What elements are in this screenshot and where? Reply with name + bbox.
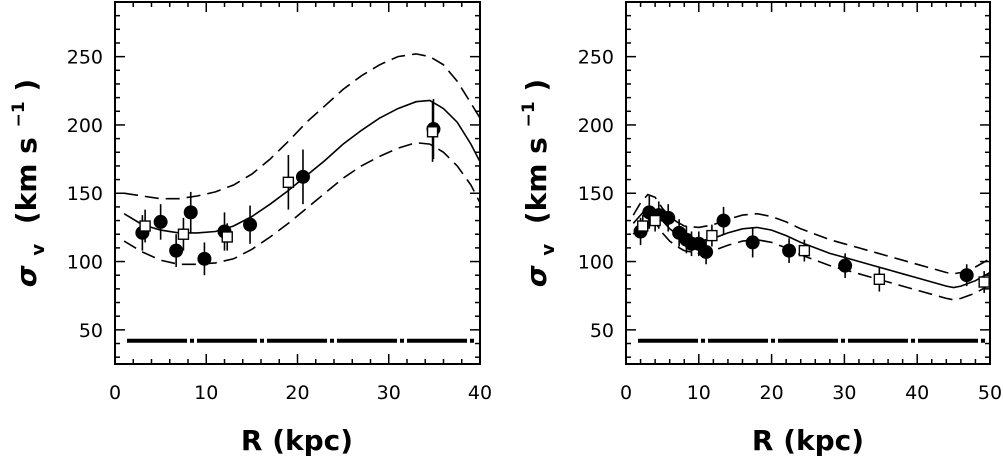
- left-open-square-point: [426, 126, 439, 138]
- right-tick-labels: 0 10 20 30 40 50 50 100 150 200 250: [578, 47, 1002, 404]
- left-y-axis-close: ): [10, 79, 43, 92]
- left-open-square-point: [139, 220, 151, 232]
- left-panel: 0 10 20 30 40 50 100 150 200 250 R (kpc) σ v (km …: [0, 1, 492, 457]
- left-filled-circle-point: [169, 243, 184, 258]
- right-y-tick-label: 50: [590, 320, 614, 342]
- left-y-tick-label: 50: [79, 320, 103, 342]
- left-data-points: [135, 98, 441, 276]
- right-x-tick-label: 30: [832, 382, 856, 404]
- left-x-tick-label: 40: [468, 382, 492, 404]
- right-y-axis-units: (km s: [520, 137, 553, 224]
- left-x-tick-label: 30: [377, 382, 401, 404]
- left-y-axis-sub: v: [28, 244, 49, 256]
- right-x-axis-title: R (kpc): [752, 424, 864, 457]
- right-y-tick-label: 200: [578, 115, 614, 137]
- left-model-curves: [123, 53, 481, 266]
- left-open-square-point: [177, 228, 190, 240]
- left-y-axis-sigma: σ: [10, 265, 43, 287]
- right-open-square-point: [978, 276, 990, 288]
- right-open-square-point: [637, 220, 649, 232]
- left-y-tick-label: 100: [67, 252, 103, 274]
- right-open-square-point: [706, 229, 718, 242]
- left-lower-bound-curve: [123, 141, 481, 266]
- right-filled-circle-point: [699, 244, 714, 259]
- right-open-square-point: [649, 214, 661, 227]
- left-open-square-point: [282, 176, 295, 189]
- left-x-tick-label: 10: [194, 382, 218, 404]
- right-filled-circle-point: [661, 210, 676, 225]
- left-x-tick-label: 0: [109, 382, 121, 404]
- right-lower-bound-curve: [632, 218, 991, 301]
- right-y-axis-sub: v: [538, 244, 559, 256]
- right-filled-circle-point: [745, 235, 760, 250]
- left-ticks: [114, 1, 481, 364]
- left-x-tick-label: 20: [285, 382, 309, 404]
- right-ticks: [625, 1, 991, 364]
- right-x-tick-label: 0: [620, 382, 632, 404]
- right-data-points: [633, 195, 990, 293]
- right-y-tick-label: 150: [578, 183, 614, 205]
- left-filled-circle-point: [183, 205, 198, 220]
- right-y-axis-exp: −1: [519, 101, 539, 127]
- left-filled-circle-point: [197, 251, 212, 266]
- right-filled-circle-point: [716, 213, 731, 228]
- left-y-axis-exp: −1: [9, 101, 29, 127]
- right-y-axis-close: ): [520, 79, 553, 92]
- left-tick-labels: 0 10 20 30 40 50 100 150 200 250: [67, 47, 492, 404]
- left-filled-circle-point: [243, 217, 258, 232]
- right-open-square-point: [798, 244, 811, 257]
- right-panel: 0 10 20 30 40 50 50 100 150 200 250 R (kpc) σ v (k…: [508, 1, 1002, 457]
- right-x-tick-label: 50: [978, 382, 1002, 404]
- right-x-tick-label: 40: [905, 382, 929, 404]
- right-filled-circle-point: [959, 268, 974, 283]
- right-y-axis-title: σ v (km s −1 ): [508, 79, 561, 287]
- left-y-tick-label: 250: [67, 47, 103, 69]
- left-y-tick-label: 200: [67, 115, 103, 137]
- right-filled-circle-point: [838, 258, 853, 273]
- left-upper-bound-curve: [123, 53, 481, 200]
- left-x-axis-title: R (kpc): [241, 424, 353, 457]
- left-y-tick-label: 150: [67, 183, 103, 205]
- right-filled-circle-point: [782, 243, 797, 258]
- left-y-axis-units: (km s: [10, 137, 43, 224]
- right-y-tick-label: 250: [578, 47, 614, 69]
- left-y-axis-title: σ v (km s −1 ): [0, 79, 51, 287]
- right-plot-frame: [625, 1, 991, 365]
- left-filled-circle-point: [153, 214, 168, 229]
- right-x-tick-label: 10: [687, 382, 711, 404]
- right-y-axis-sigma: σ: [520, 265, 553, 287]
- right-x-tick-label: 20: [760, 382, 784, 404]
- left-filled-circle-point: [295, 169, 310, 184]
- right-y-tick-label: 100: [578, 252, 614, 274]
- left-open-square-point: [221, 231, 233, 243]
- right-open-square-point: [873, 273, 886, 286]
